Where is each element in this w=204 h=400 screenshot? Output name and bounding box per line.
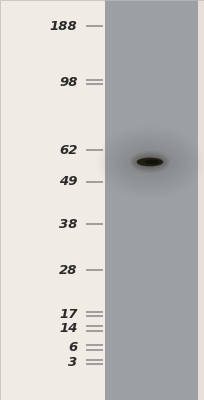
Text: 28: 28 [59,264,78,276]
Text: 49: 49 [59,176,78,188]
Text: 6: 6 [68,341,78,354]
Text: 3: 3 [68,356,78,368]
Ellipse shape [135,156,164,168]
Ellipse shape [145,160,159,164]
Bar [105,0,204,400]
Text: 17: 17 [59,308,78,320]
Text: 98: 98 [59,76,78,88]
Ellipse shape [134,155,166,169]
Text: 62: 62 [59,144,78,156]
Bar [0,0,105,400]
Text: 38: 38 [59,218,78,230]
Text: 188: 188 [50,20,78,32]
Ellipse shape [130,151,170,173]
Text: 14: 14 [59,322,78,335]
Ellipse shape [131,152,169,172]
Ellipse shape [133,154,167,170]
Bar [198,0,204,400]
Ellipse shape [137,158,163,166]
